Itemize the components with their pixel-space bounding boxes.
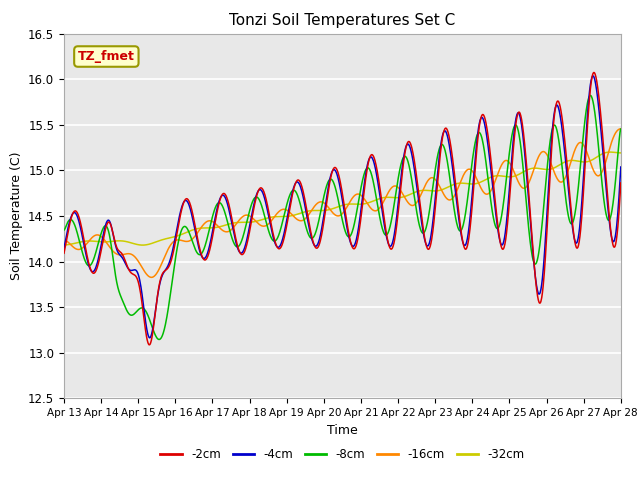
Title: Tonzi Soil Temperatures Set C: Tonzi Soil Temperatures Set C	[229, 13, 456, 28]
Text: TZ_fmet: TZ_fmet	[78, 50, 135, 63]
Legend: -2cm, -4cm, -8cm, -16cm, -32cm: -2cm, -4cm, -8cm, -16cm, -32cm	[156, 443, 529, 466]
X-axis label: Time: Time	[327, 424, 358, 437]
Y-axis label: Soil Temperature (C): Soil Temperature (C)	[10, 152, 22, 280]
